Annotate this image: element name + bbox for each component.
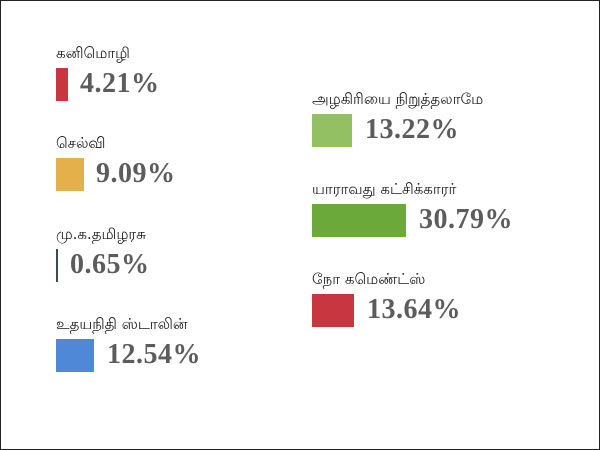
option-label: நோ கமெண்ட்ஸ்: [312, 270, 426, 288]
result-bar: [312, 114, 352, 147]
result-bar: [312, 294, 354, 327]
result-bar: [56, 68, 68, 101]
candidate-label: செல்வி: [56, 134, 106, 152]
result-bar: [56, 339, 94, 372]
result-bar: [312, 204, 406, 237]
result-bar: [56, 158, 84, 191]
result-percentage: 4.21%: [80, 68, 160, 99]
result-percentage: 0.65%: [70, 249, 150, 280]
candidate-label: மு.க.தமிழரசு: [56, 225, 146, 243]
candidate-label: கனிமொழி: [56, 44, 130, 62]
result-bar: [56, 249, 58, 282]
candidate-label: உதயநிதி ஸ்டாலின்: [56, 315, 188, 333]
result-percentage: 13.22%: [365, 114, 459, 145]
option-label: அழகிரியை நிறுத்தலாமே: [312, 90, 484, 108]
result-percentage: 9.09%: [96, 158, 176, 189]
result-percentage: 12.54%: [107, 339, 201, 370]
result-percentage: 13.64%: [367, 294, 461, 325]
option-label: யாராவது கட்சிக்காரர்: [312, 180, 457, 198]
result-percentage: 30.79%: [419, 204, 513, 235]
